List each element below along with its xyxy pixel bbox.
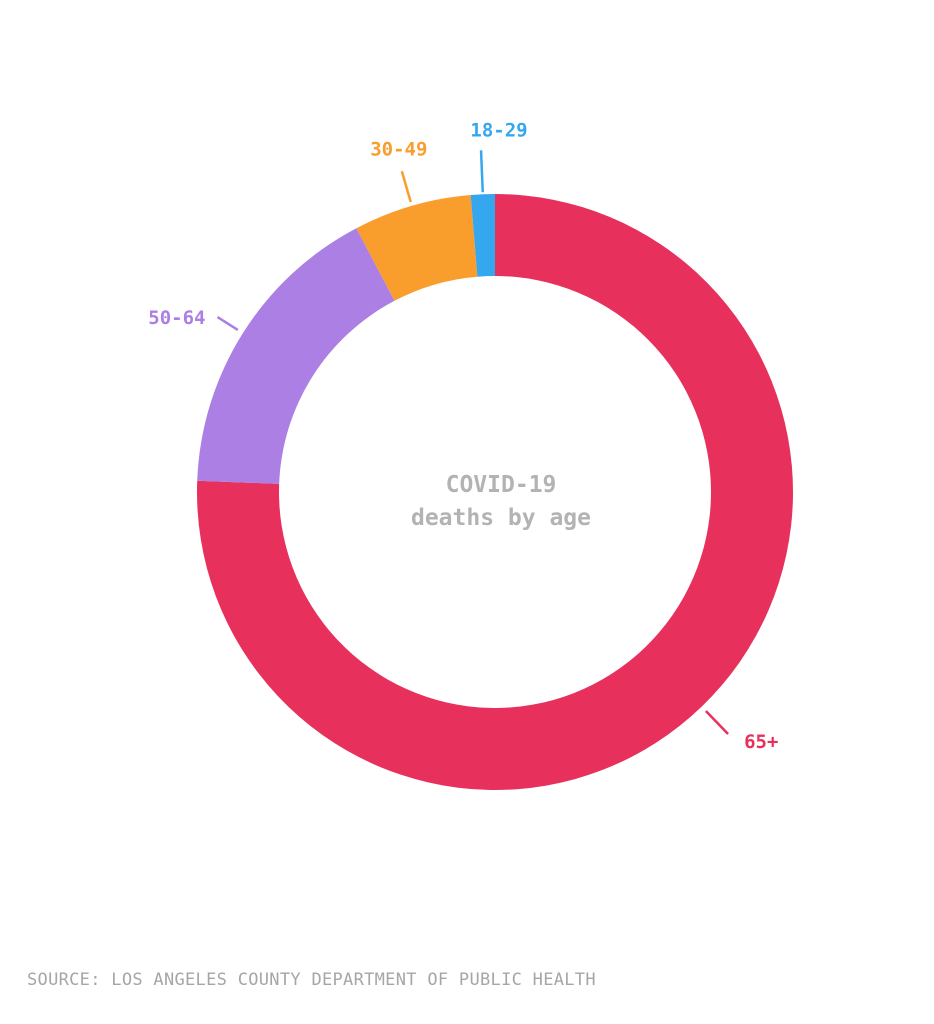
slice-label-50-64: 50-64 (148, 307, 205, 329)
slice-18-29 (470, 194, 495, 277)
slice-label-18-29: 18-29 (470, 119, 527, 141)
slice-labels: 65+ 50-64 30-49 18-29 (148, 119, 778, 753)
chart-title-line-2: deaths by age (411, 505, 591, 531)
label-leaders (216, 150, 729, 735)
donut-slices (197, 194, 793, 791)
leader-line-18-29 (479, 150, 485, 193)
slice-label-30-49: 30-49 (370, 138, 427, 160)
leader-line-65plus (704, 710, 729, 735)
chart-title-line-1: COVID-19 (446, 472, 557, 498)
slice-30-49 (356, 194, 478, 301)
source-note: SOURCE: LOS ANGELES COUNTY DEPARTMENT OF… (27, 970, 596, 990)
leader-line-30-49 (400, 170, 412, 203)
slice-label-65plus: 65+ (744, 731, 778, 753)
slice-50-64 (197, 228, 395, 484)
leader-line-50-64 (216, 316, 239, 331)
